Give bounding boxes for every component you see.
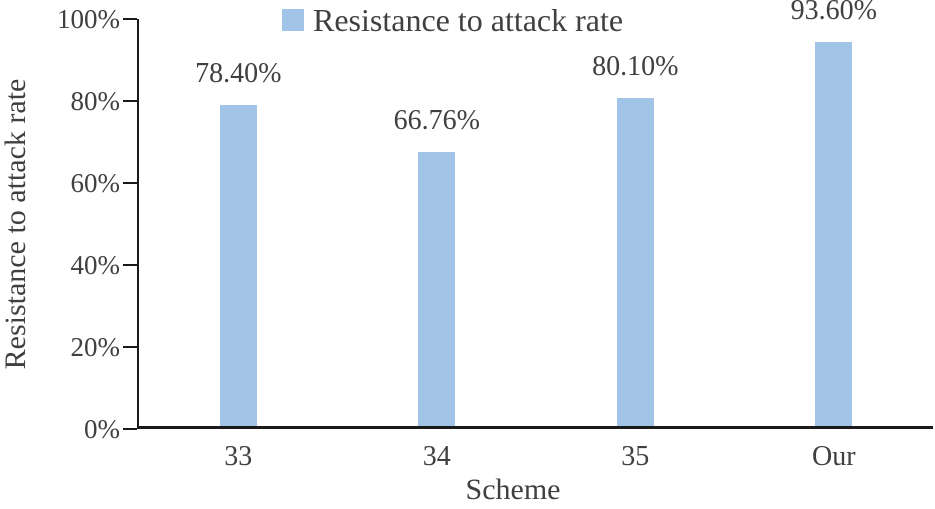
y-tick-label: 0% xyxy=(84,414,120,444)
y-tick-label: 80% xyxy=(70,86,121,116)
y-tick-label: 60% xyxy=(70,168,121,198)
bar xyxy=(418,152,456,426)
y-tick-label: 20% xyxy=(70,332,121,362)
y-tick-mark xyxy=(123,264,137,266)
x-tick-label: 33 xyxy=(224,441,253,472)
bar-value-label: 78.40% xyxy=(195,57,282,89)
x-axis-title: Scheme xyxy=(465,473,561,506)
y-tick-label: 100% xyxy=(57,4,120,34)
legend: Resistance to attack rate xyxy=(282,3,623,37)
bar xyxy=(616,97,654,426)
bar xyxy=(219,104,257,426)
bar-value-label: 66.76% xyxy=(393,105,480,137)
x-tick-label: 34 xyxy=(422,441,451,472)
y-tick-label: 40% xyxy=(70,250,121,280)
legend-label: Resistance to attack rate xyxy=(313,2,624,38)
y-tick-mark xyxy=(123,428,137,430)
y-axis-title: Resistance to attack rate xyxy=(0,78,32,370)
bar xyxy=(815,42,853,426)
bar-value-label: 80.10% xyxy=(592,50,679,82)
y-tick-mark xyxy=(123,18,137,21)
bar-value-label: 93.60% xyxy=(790,0,877,27)
y-tick-mark xyxy=(123,100,137,102)
x-tick-label: 35 xyxy=(621,441,650,472)
y-tick-mark xyxy=(123,182,137,184)
legend-swatch-icon xyxy=(282,9,304,31)
x-tick-label: Our xyxy=(811,441,856,472)
plot-area: 0% 20% 40% 60% 80% 100% 78.40% 33 66.76% 34 80.10%… xyxy=(57,0,933,472)
y-tick-mark xyxy=(123,346,137,348)
